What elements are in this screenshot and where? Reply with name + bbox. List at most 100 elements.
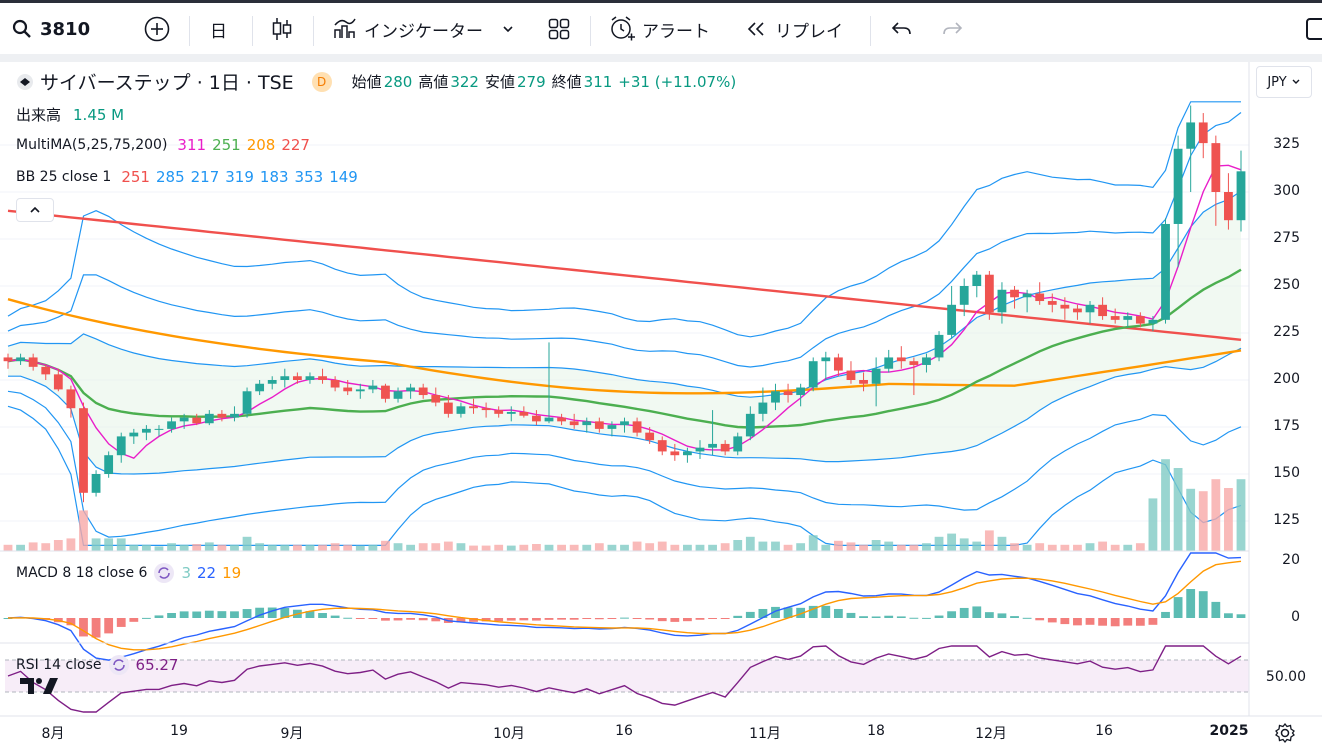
candle-body bbox=[1148, 319, 1158, 324]
volume-bar bbox=[796, 543, 806, 551]
rsi-legend[interactable]: RSI 14 close 65.27 bbox=[16, 654, 178, 676]
ma75-value: 208 bbox=[246, 136, 276, 154]
undo-button[interactable] bbox=[890, 6, 914, 52]
time-tick-label: 8月 bbox=[41, 726, 65, 742]
volume-legend[interactable]: 出来高 1.45 M bbox=[16, 104, 124, 125]
macd-histogram-bar bbox=[632, 618, 642, 619]
cyberstep-logo-icon bbox=[17, 73, 33, 90]
macd-histogram-bar bbox=[1022, 617, 1032, 619]
candle-body bbox=[104, 455, 114, 474]
bb-legend[interactable]: BB 25 close 1 251 285 217 319 183 353 14… bbox=[16, 168, 358, 186]
macd-histogram-bar bbox=[582, 618, 592, 619]
macd-histogram-bar bbox=[355, 618, 365, 619]
volume-bar bbox=[1161, 459, 1170, 551]
macd-histogram-bar bbox=[1186, 589, 1196, 618]
currency-button[interactable]: JPY bbox=[1256, 66, 1312, 98]
volume-bar bbox=[167, 543, 176, 551]
volume-bar bbox=[645, 543, 655, 551]
candle-body bbox=[79, 408, 88, 493]
macd-histogram-bar bbox=[833, 608, 843, 618]
macd-histogram-bar bbox=[1110, 618, 1120, 627]
chevron-up-icon bbox=[30, 206, 40, 213]
macd-tick-label: 0 bbox=[1291, 609, 1300, 625]
candle-body bbox=[494, 410, 504, 414]
interval-button[interactable]: 日 bbox=[210, 6, 227, 52]
macd-pane bbox=[3, 552, 1246, 661]
macd-histogram-bar bbox=[79, 618, 88, 637]
candle-body bbox=[1224, 192, 1233, 221]
macd-histogram-bar bbox=[620, 617, 629, 619]
volume-bar bbox=[758, 541, 768, 551]
fullscreen-button[interactable] bbox=[1306, 6, 1322, 52]
price-tick-label: 225 bbox=[1273, 324, 1300, 340]
macd-histogram-bar bbox=[1135, 618, 1145, 626]
compare-symbol-button[interactable] bbox=[143, 6, 171, 52]
candle-body bbox=[771, 391, 780, 403]
macd-histogram-bar bbox=[557, 618, 566, 620]
time-tick-label: 9月 bbox=[280, 726, 304, 742]
macd-histogram-bar bbox=[506, 618, 516, 621]
volume-bar bbox=[771, 541, 780, 551]
volume-bar bbox=[582, 544, 592, 551]
candle-body bbox=[620, 421, 629, 426]
macd-hist-value: 3 bbox=[181, 564, 192, 582]
candles bbox=[3, 105, 1246, 503]
macd-histogram-bar bbox=[771, 606, 780, 618]
candle-body bbox=[406, 387, 416, 392]
macd-histogram-bar bbox=[1198, 591, 1208, 618]
volume-bar bbox=[129, 544, 139, 551]
macd-histogram-bar bbox=[884, 615, 894, 618]
replay-button[interactable]: リプレイ bbox=[745, 6, 843, 52]
alert-button[interactable]: アラート bbox=[608, 6, 710, 52]
volume-bar bbox=[519, 544, 529, 551]
price-chart[interactable] bbox=[0, 62, 1322, 754]
macd-histogram-bar bbox=[519, 618, 529, 621]
volume-bar bbox=[418, 543, 428, 551]
macd-histogram-bar bbox=[1010, 616, 1019, 618]
redo-button[interactable] bbox=[940, 6, 964, 52]
candle-body bbox=[506, 411, 516, 414]
candle-body bbox=[192, 417, 202, 424]
macd-histogram-bar bbox=[3, 618, 13, 619]
volume-bar bbox=[544, 544, 554, 551]
volume-bar bbox=[922, 543, 931, 551]
macd-histogram-bar bbox=[657, 618, 667, 622]
bb-line bbox=[7, 390, 1242, 538]
candle-body bbox=[116, 436, 126, 456]
macd-histogram-bar bbox=[683, 618, 692, 622]
candle-body bbox=[91, 474, 101, 493]
volume-bar bbox=[984, 530, 994, 551]
candle-body bbox=[1211, 143, 1221, 192]
toolbar-divider bbox=[590, 16, 591, 46]
macd-histogram-bar bbox=[532, 618, 541, 621]
high-value: 322 bbox=[450, 72, 479, 91]
chart-area[interactable]: サイバーステップ · 1日 · TSE D 始値 280 高値 322 安値 279 … bbox=[0, 62, 1322, 754]
candle-body bbox=[1173, 148, 1183, 224]
volume-bar bbox=[456, 543, 466, 551]
volume-bar bbox=[16, 544, 25, 551]
candle-body bbox=[1236, 171, 1246, 221]
price-tick-label: 250 bbox=[1273, 277, 1300, 293]
candle-body bbox=[959, 286, 969, 305]
candle-body bbox=[343, 387, 353, 392]
settings-button[interactable] bbox=[1274, 722, 1296, 748]
candle-body bbox=[318, 376, 327, 380]
macd-histogram-bar bbox=[368, 618, 378, 619]
layout-button[interactable] bbox=[547, 6, 571, 52]
volume-bar bbox=[1148, 498, 1158, 551]
candle-body bbox=[972, 274, 982, 286]
macd-tick-label: 20 bbox=[1282, 552, 1300, 568]
multima-legend[interactable]: MultiMA(5,25,75,200) 311 251 208 227 bbox=[16, 136, 310, 154]
chart-type-button[interactable] bbox=[270, 6, 294, 52]
collapse-legend-button[interactable] bbox=[16, 198, 54, 222]
macd-histogram-bar bbox=[1161, 611, 1170, 618]
indicators-button[interactable]: インジケーター bbox=[332, 6, 515, 52]
alert-label: アラート bbox=[642, 21, 710, 42]
ma200-value: 227 bbox=[281, 136, 310, 154]
macd-histogram-bar bbox=[406, 618, 416, 620]
symbol-search[interactable]: 3810 bbox=[12, 6, 90, 52]
candle-body bbox=[1022, 293, 1032, 298]
macd-histogram-bar bbox=[91, 618, 101, 638]
candle-body bbox=[519, 411, 529, 416]
macd-legend[interactable]: MACD 8 18 close 6 3 22 19 bbox=[16, 562, 241, 584]
